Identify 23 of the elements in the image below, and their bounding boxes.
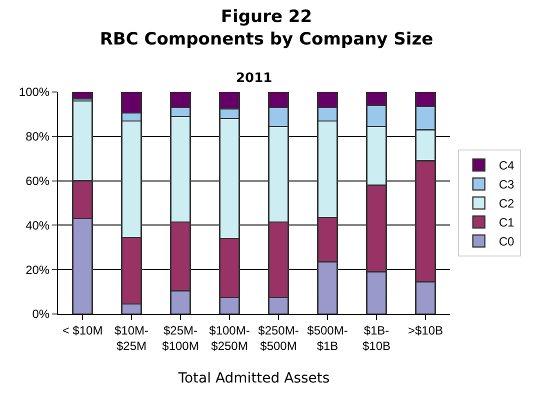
x-tick-label: $25M- $100M	[162, 323, 199, 353]
y-tick-label: 80%	[26, 130, 50, 144]
chart-title: Figure 22 RBC Components by Company Size	[100, 7, 434, 50]
x-tick-label: $10M- $25M	[114, 323, 149, 353]
x-tick-label: $100M- $250M	[209, 323, 250, 353]
bar	[72, 92, 93, 100]
x-tick-label: >$10B	[408, 323, 444, 338]
x-tick-label: $500M- $1B	[307, 323, 348, 353]
chart-subtitle: 2011	[236, 71, 272, 86]
legend-label: C1	[498, 216, 515, 230]
x-tick-label: $1B- $10B	[362, 323, 391, 353]
legend-label: C0	[498, 234, 515, 249]
y-tick-label: 100%	[18, 85, 50, 100]
y-tick-label: 20%	[26, 262, 50, 277]
y-tick-label: 40%	[26, 218, 50, 232]
legend-label: C4	[498, 158, 515, 173]
y-tick-label: 0%	[32, 307, 50, 322]
legend-label: C2	[498, 196, 515, 211]
x-tick-label: < $10M	[62, 323, 103, 338]
y-tick-label: 60%	[26, 174, 50, 188]
x-tick-label: $250M- $500M	[258, 323, 299, 353]
x-axis-title: Total Admitted Assets	[177, 370, 330, 386]
legend-label: C3	[498, 178, 515, 192]
